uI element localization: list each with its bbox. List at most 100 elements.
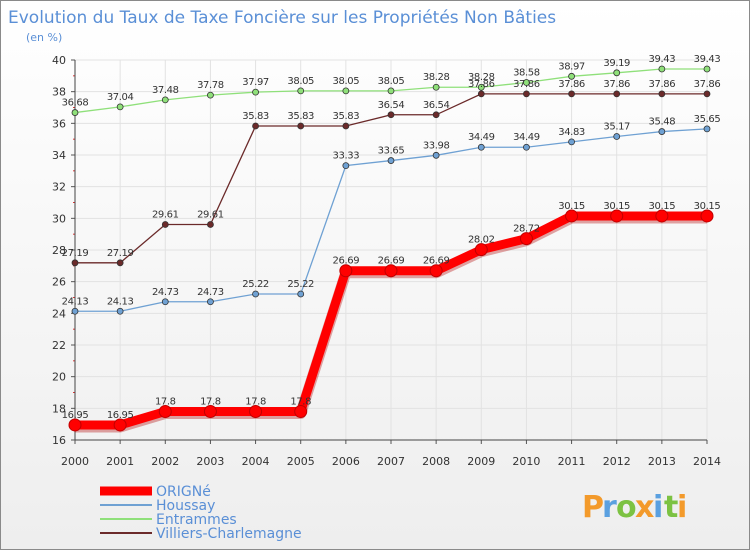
y-axis-unit: (en %) [26, 31, 62, 44]
series-lines [68, 65, 714, 433]
logo-letter: r [602, 490, 617, 525]
data-label: 27.19 [62, 248, 89, 259]
data-label: 17.8 [245, 397, 266, 408]
data-label: 24.73 [152, 287, 179, 298]
data-point [523, 90, 530, 98]
data-point [565, 209, 579, 223]
data-point [703, 125, 711, 133]
logo-letter: i [653, 490, 663, 525]
data-label: 17.8 [290, 397, 311, 408]
data-label: 16.95 [62, 410, 89, 421]
x-tick-label: 2013 [648, 455, 676, 468]
proxiti-logo: Pr oxi ti [582, 490, 687, 525]
y-tick-label: 22 [52, 339, 66, 352]
data-point [71, 307, 79, 315]
data-point [252, 290, 259, 298]
data-label: 16.95 [107, 410, 134, 421]
y-tick-label: 20 [52, 371, 66, 384]
data-point [252, 88, 259, 96]
data-label: 38.58 [513, 67, 540, 78]
data-point [387, 157, 395, 164]
data-point [432, 151, 440, 159]
data-point [158, 405, 172, 418]
chart-title: Evolution du Taux de Taxe Foncière sur l… [8, 8, 556, 28]
data-label: 36.54 [378, 100, 405, 111]
data-point [655, 209, 669, 223]
y-tick-label: 30 [52, 212, 66, 225]
data-point [658, 128, 666, 135]
data-point [161, 221, 169, 228]
x-tick-label: 2006 [332, 455, 360, 468]
data-label: 35.17 [603, 121, 630, 132]
data-point [342, 162, 350, 170]
logo-letter: i [677, 490, 687, 525]
data-point [207, 91, 214, 99]
data-label: 38.05 [287, 76, 314, 87]
x-tick-label: 2002 [151, 455, 179, 468]
data-point [658, 90, 666, 98]
data-point [249, 405, 263, 418]
data-point [610, 209, 624, 223]
data-label: 37.86 [603, 79, 630, 90]
data-label: 25.22 [242, 279, 269, 290]
data-point [477, 90, 485, 98]
data-point [568, 138, 575, 146]
data-label: 24.13 [62, 296, 89, 307]
data-point [384, 264, 398, 278]
data-point [68, 418, 82, 432]
data-point [703, 90, 711, 98]
y-tick-label: 32 [52, 181, 66, 194]
data-label: 35.83 [242, 111, 269, 122]
y-tick-label: 36 [52, 117, 66, 130]
x-tick-label: 2007 [377, 455, 405, 468]
data-label: 29.61 [152, 210, 179, 221]
data-point [116, 307, 124, 315]
x-tick-label: 2008 [422, 455, 450, 468]
data-point [203, 405, 217, 418]
data-label: 17.8 [200, 397, 221, 408]
data-label: 25.22 [287, 279, 314, 290]
data-label: 37.86 [649, 79, 676, 90]
y-tick-label: 16 [52, 434, 66, 447]
y-tick-label: 40 [52, 54, 66, 67]
data-point [432, 83, 440, 91]
x-tick-label: 2014 [693, 455, 721, 468]
data-label: 34.49 [513, 132, 540, 143]
data-label: 39.43 [694, 54, 721, 65]
x-tick-label: 2012 [603, 455, 631, 468]
data-label: 35.65 [694, 114, 721, 125]
data-point [477, 143, 485, 151]
data-point [207, 221, 214, 228]
y-tick-label: 34 [52, 149, 66, 162]
data-point [523, 79, 530, 86]
data-label: 35.83 [333, 111, 360, 122]
data-label: 38.05 [378, 76, 405, 87]
logo-letter: P [582, 490, 604, 525]
x-tick-label: 2009 [467, 455, 495, 468]
data-label: 38.28 [423, 72, 450, 83]
y-tick-label: 24 [52, 307, 66, 320]
data-point [207, 298, 214, 306]
data-point [613, 133, 621, 140]
data-label: 37.48 [152, 85, 179, 96]
data-label: 35.48 [649, 117, 676, 128]
data-label: 26.69 [423, 256, 450, 267]
data-label: 30.15 [649, 201, 676, 212]
x-tick-label: 2010 [512, 455, 540, 468]
data-label: 37.86 [468, 79, 495, 90]
axes: 16 18 20 22 24 26 28 30 32 34 36 38 40 2000 2001 2002 20… [52, 54, 721, 468]
data-point [161, 96, 169, 104]
data-label: 37.86 [558, 79, 585, 90]
data-label: 34.49 [468, 132, 495, 143]
data-label: 38.28 [468, 72, 495, 83]
data-label: 29.61 [197, 210, 224, 221]
data-point [477, 83, 485, 91]
data-label: 26.69 [378, 256, 405, 267]
legend: ORIGNéHoussayEntrammesVilliers-Charlemag… [100, 484, 302, 542]
data-point [116, 259, 124, 267]
data-point [474, 243, 488, 257]
data-point [432, 111, 440, 119]
data-point [297, 290, 305, 298]
x-tick-label: 2004 [242, 455, 270, 468]
data-label: 36.54 [423, 100, 450, 111]
